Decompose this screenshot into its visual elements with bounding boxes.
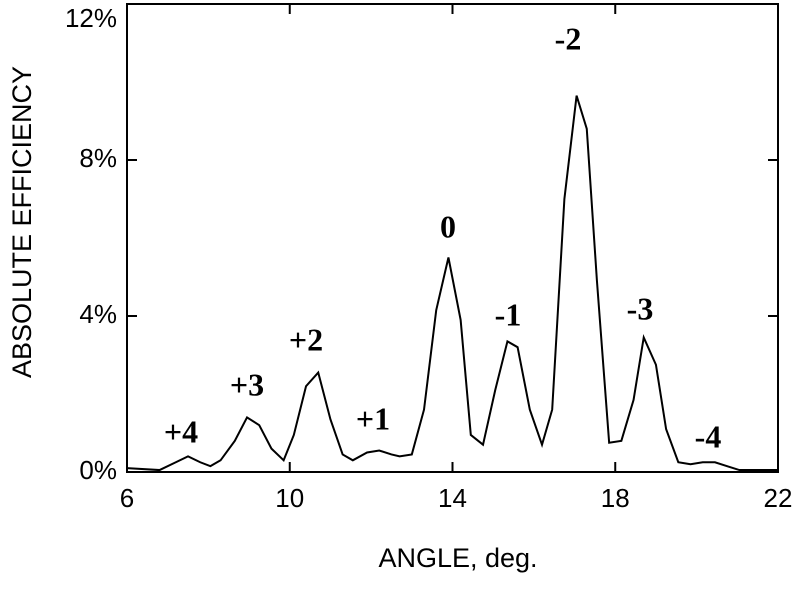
x-tick-label: 6 — [120, 483, 134, 513]
peak-label: +2 — [289, 321, 323, 357]
x-tick-label: 14 — [438, 483, 467, 513]
peak-label: -1 — [495, 296, 522, 332]
peak-label: +1 — [356, 400, 390, 436]
y-tick-label: 12% — [65, 3, 117, 33]
x-tick-label: 22 — [764, 483, 793, 513]
data-line — [126, 95, 778, 472]
peak-label: -2 — [555, 20, 582, 56]
peak-label: +3 — [230, 366, 264, 402]
peak-label: -4 — [695, 418, 722, 454]
x-axis-label: ANGLE, deg. — [378, 543, 537, 573]
x-tick-label: 10 — [275, 483, 304, 513]
y-tick-label: 0% — [79, 455, 117, 485]
peak-label: 0 — [440, 208, 456, 244]
peak-label: -3 — [627, 290, 654, 326]
y-tick-label: 8% — [79, 143, 117, 173]
peak-label: +4 — [164, 413, 198, 449]
y-axis-label: ABSOLUTE EFFICIENCY — [7, 66, 37, 378]
y-tick-label: 4% — [79, 299, 117, 329]
x-tick-label: 18 — [601, 483, 630, 513]
